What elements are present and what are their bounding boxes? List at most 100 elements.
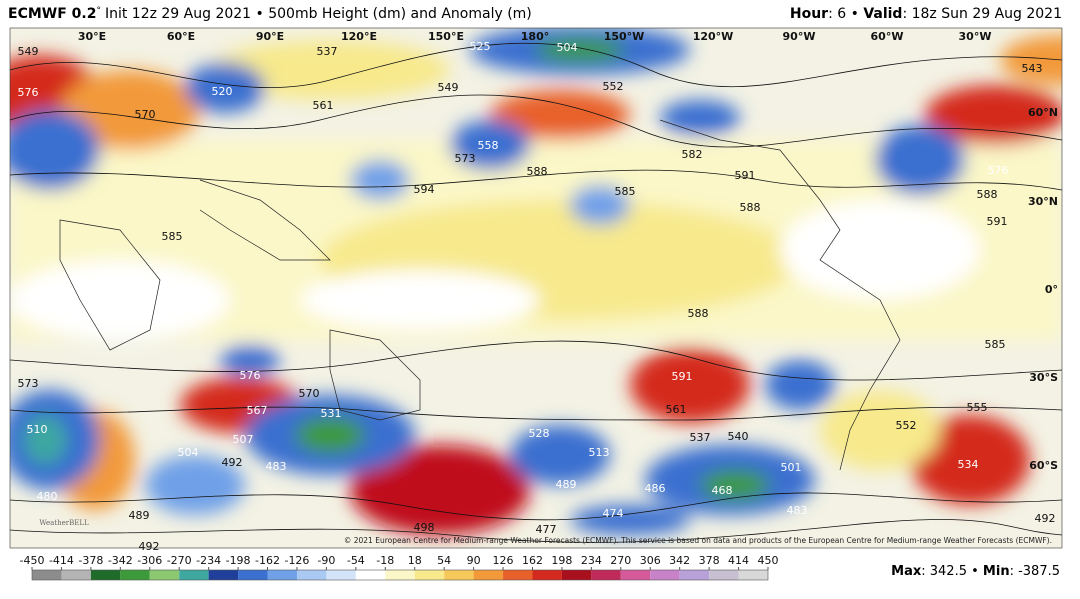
map [10, 28, 1062, 548]
colorbar-segment [709, 570, 739, 580]
contour-label: 561 [666, 403, 687, 416]
colorbar-segment [61, 570, 91, 580]
contour-label: 585 [615, 185, 636, 198]
header-right: Hour: 6 • Valid: 18z Sun 29 Aug 2021 [790, 6, 1062, 22]
longitude-label: 30°E [78, 30, 106, 43]
contour-label: 510 [27, 423, 48, 436]
contour-label: 492 [222, 456, 243, 469]
colorbar-segment [208, 570, 239, 580]
colorbar-tick-label: 54 [437, 554, 451, 567]
contour-label: 489 [556, 478, 577, 491]
colorbar-frame [31, 569, 769, 581]
contour-label: 588 [688, 307, 709, 320]
contour-label: 534 [958, 458, 979, 471]
colorbar-tick-label: 18 [408, 554, 422, 567]
colorbar-segment [385, 570, 415, 580]
contour-label: 528 [529, 427, 550, 440]
hour-label: Hour [790, 6, 828, 22]
watermark: WeatherBELL [39, 519, 89, 527]
colorbar-segment [473, 570, 504, 580]
colorbar-tick-label: 378 [699, 554, 720, 567]
stats: Max: 342.5 • Min: -387.5 [891, 564, 1060, 579]
contour-label: 594 [414, 183, 435, 196]
coastlines [59, 119, 901, 471]
latitude-label: 60°N [1028, 106, 1058, 119]
colorbar-segment [32, 570, 62, 580]
contour-label: 588 [740, 201, 761, 214]
contour-label: 570 [135, 108, 156, 121]
colorbar-tick-label: -270 [167, 554, 192, 567]
contour-label: 588 [977, 188, 998, 201]
longitude-label: 180° [521, 30, 549, 43]
colorbar-tick-label: 270 [610, 554, 631, 567]
degree: ° [96, 6, 101, 16]
max-label: Max [891, 564, 922, 579]
contour-label: 537 [690, 431, 711, 444]
contour-label: 576 [988, 164, 1009, 177]
valid-label: Valid [863, 6, 902, 22]
colorbar-tick-label: -450 [20, 554, 45, 567]
colorbar-tick-label: 126 [493, 554, 514, 567]
colorbar-segment [238, 570, 268, 580]
contour-label: 540 [728, 430, 749, 443]
longitude-label: 60°E [167, 30, 195, 43]
max-value: : 342.5 • [921, 564, 983, 579]
colorbar-segment [120, 570, 150, 580]
colorbar-tick-label: 342 [669, 554, 690, 567]
anomaly-field [10, 28, 1062, 535]
contour-label: 591 [735, 169, 756, 182]
header-left: ECMWF 0.2° Init 12z 29 Aug 2021 • 500mb H… [8, 6, 532, 23]
contour-label: 501 [781, 461, 802, 474]
contour-label: 576 [240, 369, 261, 382]
colorbar-tick-label: 162 [522, 554, 543, 567]
contour-label: 513 [589, 446, 610, 459]
contour-label: 486 [645, 482, 666, 495]
latitude-label: 60°S [1029, 459, 1058, 472]
colorbar-tick-label: 414 [728, 554, 749, 567]
colorbar-segment [650, 570, 680, 580]
colorbar-tick-label: -54 [347, 554, 365, 567]
colorbar-segment [90, 570, 121, 580]
contour-label: 483 [266, 460, 287, 473]
contour-label: 552 [603, 80, 624, 93]
contour-label: 591 [987, 215, 1008, 228]
contour-label: 525 [470, 40, 491, 53]
contour-label: 585 [985, 338, 1006, 351]
colorbar-segment [561, 570, 592, 580]
contour-label: 558 [478, 139, 499, 152]
contour-label: 474 [603, 507, 624, 520]
colorbar-segment [296, 570, 327, 580]
colorbar: -450 -414 -378 -342 -306 -270 -234 -198 -162 -126… [20, 554, 779, 581]
colorbar-tick-label: -18 [376, 554, 394, 567]
contour-label: 576 [18, 86, 39, 99]
latitude-label: 0° [1045, 283, 1058, 296]
colorbar-tick-label: 90 [467, 554, 481, 567]
longitude-label: 90°E [256, 30, 284, 43]
colorbar-segment [503, 570, 533, 580]
colorbar-tick-label: -126 [284, 554, 309, 567]
longitude-label: 150°E [428, 30, 464, 43]
longitude-label: 120°W [693, 30, 734, 43]
contour-label: 492 [1035, 512, 1056, 525]
contour-label: 573 [18, 377, 39, 390]
contour-label: 483 [787, 504, 808, 517]
colorbar-tick-label: -306 [137, 554, 162, 567]
min-value: : -387.5 [1010, 564, 1060, 579]
longitude-label: 150°W [604, 30, 645, 43]
colorbar-segment [620, 570, 651, 580]
contour-label: 588 [527, 165, 548, 178]
colorbar-segment [179, 570, 209, 580]
contour-label: 543 [1022, 62, 1043, 75]
colorbar-segment [444, 570, 474, 580]
colorbar-tick-label: -342 [108, 554, 133, 567]
contour-label: 468 [712, 484, 733, 497]
valid-value: : 18z Sun 29 Aug 2021 [902, 6, 1062, 22]
contour-label: 520 [212, 85, 233, 98]
colorbar-tick-label: 450 [758, 554, 779, 567]
contour-label: 567 [247, 404, 268, 417]
colorbar-tick-label: -90 [317, 554, 335, 567]
hour-value: : 6 • [828, 6, 863, 22]
latitude-label: 30°S [1029, 371, 1058, 384]
contour-label: 549 [18, 45, 39, 58]
